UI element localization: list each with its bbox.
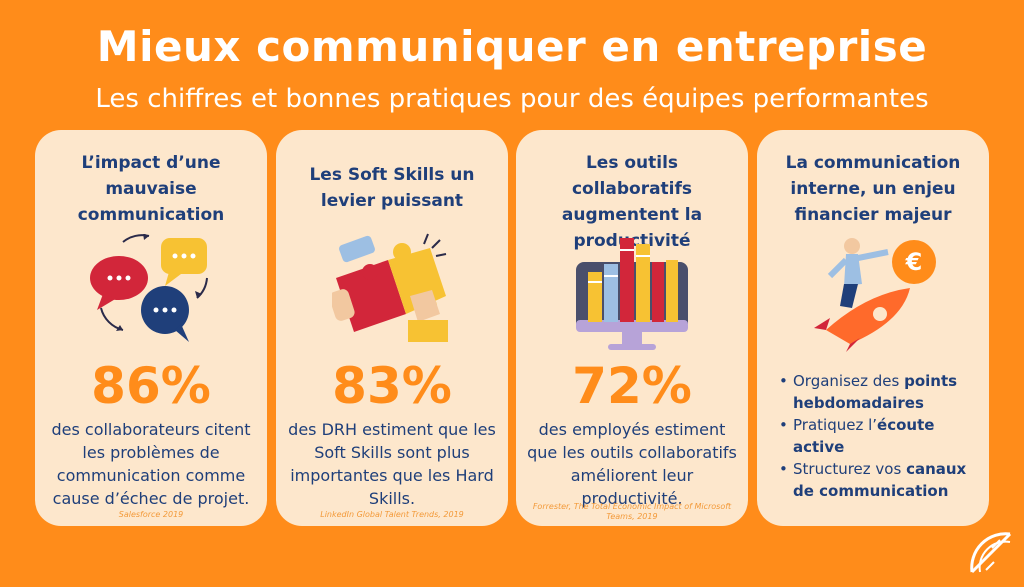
stat-value: 83% [332, 357, 452, 415]
monitor-books-icon [576, 238, 688, 350]
speech-bubbles-icon [90, 234, 208, 342]
best-practice-item: Pratiquez l’écoute active [779, 414, 981, 458]
card-internal-communication: La communication interne, un enjeu finan… [757, 130, 989, 526]
stat-description: des DRH estiment que les Soft Skills son… [288, 420, 496, 508]
card-title: Les Soft Skills un levier puissant [309, 165, 475, 211]
best-practice-highlight: canaux de communication [793, 460, 967, 500]
card-title: La communication interne, un enjeu finan… [785, 153, 961, 225]
stat-value: 72% [572, 357, 692, 415]
best-practice-text: Organisez des [793, 372, 905, 390]
page-subtitle: Les chiffres et bonnes pratiques pour de… [95, 84, 929, 114]
best-practice-item: Organisez des points hebdomadaires [779, 370, 981, 414]
best-practice-highlight: points hebdomadaires [793, 372, 958, 412]
best-practices-list: Organisez des points hebdomadairesPratiq… [779, 370, 981, 502]
best-practice-item: Structurez vos canaux de communication [779, 458, 981, 502]
source-citation: Forrester, The Total Economic Impact of … [532, 502, 732, 521]
page-title: Mieux communiquer en entreprise [96, 22, 928, 71]
source-citation: LinkedIn Global Talent Trends, 2019 [320, 510, 464, 519]
card-title: L’impact d’une mauvaise communication [77, 153, 225, 225]
puzzle-hands-icon [332, 233, 448, 342]
stat-description: des employés estiment que les outils col… [527, 420, 737, 508]
best-practice-text: Pratiquez l’ [793, 416, 878, 434]
rocket-euro-icon: € [814, 238, 936, 352]
card-soft-skills: Les Soft Skills un levier puissant 83% d… [276, 130, 508, 526]
stat-value: 86% [91, 357, 211, 415]
best-practice-highlight: écoute active [793, 416, 935, 456]
svg-text:€: € [905, 248, 923, 276]
card-collaborative-tools: Les outils collaboratifs augmentent la p… [516, 130, 748, 526]
stat-description: des collaborateurs citent les problèmes … [51, 420, 251, 508]
orange-slice-logo-icon [970, 532, 1012, 574]
source-citation: Salesforce 2019 [118, 510, 184, 519]
card-bad-communication: L’impact d’une mauvaise communication 86… [35, 130, 267, 526]
best-practice-text: Structurez vos [793, 460, 907, 478]
card-title: Les outils collaboratifs augmentent la p… [561, 153, 703, 251]
